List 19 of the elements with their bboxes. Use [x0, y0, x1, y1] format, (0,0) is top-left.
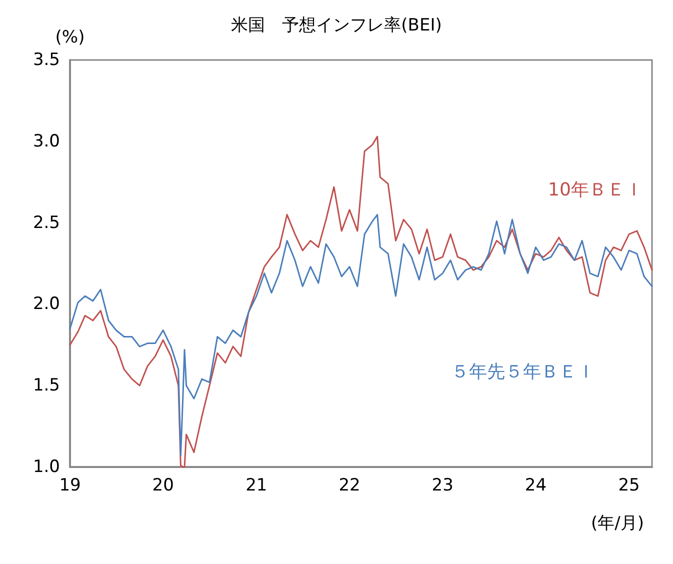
y-tick-label: 1.0 — [32, 457, 60, 477]
chart-title: 米国 予想インフレ率(BEI) — [231, 16, 442, 36]
x-tick-label: 20 — [152, 476, 174, 496]
x-tick-label: 24 — [524, 476, 547, 496]
x-axis-title: (年/月) — [591, 514, 644, 534]
x-tick-label: 22 — [338, 476, 360, 496]
x-tick-label: 19 — [59, 476, 81, 496]
x-tick-label: 23 — [432, 476, 454, 496]
y-tick-label: 1.5 — [32, 376, 60, 396]
series-label: 10年ＢＥＩ — [548, 180, 643, 200]
y-tick-label: 2.0 — [32, 294, 60, 314]
line-series — [69, 214, 653, 456]
y-axis-title: (%) — [55, 28, 85, 48]
x-tick-label: 25 — [618, 476, 640, 496]
y-tick-label: 3.0 — [32, 131, 60, 152]
y-tick-label: 3.5 — [32, 50, 60, 70]
x-tick-label: 21 — [246, 476, 268, 496]
y-tick-label: 2.5 — [32, 212, 60, 233]
text: ５年先５年ＢＥＩ — [451, 362, 595, 382]
